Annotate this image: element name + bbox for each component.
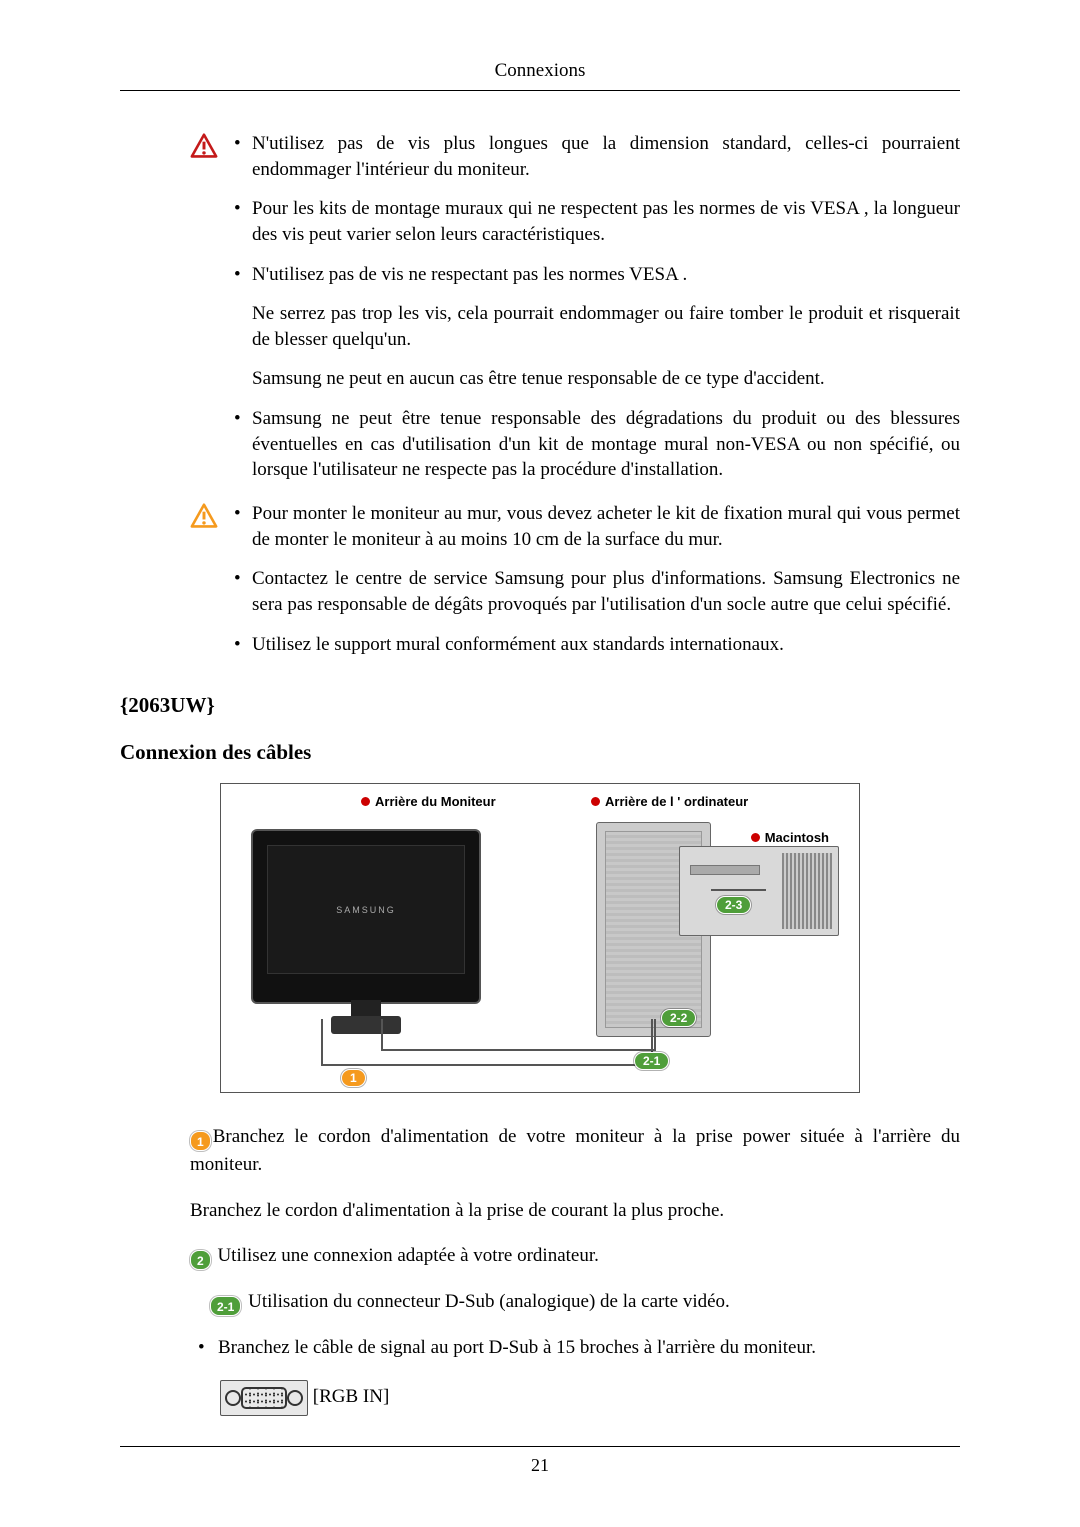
wire <box>321 1019 323 1064</box>
mac-graphic <box>679 846 839 936</box>
page-header-title: Connexions <box>120 60 960 90</box>
text: Contactez le centre de service Samsung p… <box>252 568 960 615</box>
diagram-badge-2-3: 2-3 <box>716 896 751 914</box>
header-rule <box>120 90 960 91</box>
diagram-badge-1: 1 <box>341 1069 366 1087</box>
warning-block-red: N'utilisez pas de vis plus longues que l… <box>190 131 960 497</box>
text: Utilisez le support mural conformément a… <box>252 634 784 655</box>
text: N'utilisez pas de vis ne respectant pas … <box>252 264 687 285</box>
list-item: Branchez le câble de signal au port D-Su… <box>190 1334 960 1362</box>
diagram-badge-2-1: 2-1 <box>634 1052 669 1070</box>
list-item: Utilisez le support mural conformément a… <box>228 632 960 658</box>
text: Arrière du Moniteur <box>375 794 496 809</box>
text: Utilisez une connexion adaptée à votre o… <box>217 1245 598 1266</box>
warning-icon <box>190 503 222 534</box>
list-item: Pour les kits de montage muraux qui ne r… <box>228 196 960 247</box>
port-label: [RGB IN] <box>313 1386 390 1407</box>
step-2-1: 2-1 Utilisation du connecteur D-Sub (ana… <box>210 1288 960 1316</box>
page-number: 21 <box>120 1455 960 1476</box>
warning-block-orange: Pour monter le moniteur au mur, vous dev… <box>190 501 960 671</box>
text: Samsung ne peut être tenue responsable d… <box>252 408 960 480</box>
dsub-pins <box>241 1387 287 1409</box>
red-dot-icon <box>361 797 370 806</box>
list-item: Pour monter le moniteur au mur, vous dev… <box>228 501 960 552</box>
list-item: N'utilisez pas de vis ne respectant pas … <box>228 262 960 393</box>
text: Branchez le cordon d'alimentation de vot… <box>190 1126 960 1175</box>
text: Pour monter le moniteur au mur, vous dev… <box>252 503 960 550</box>
model-heading: {2063UW} <box>120 693 960 718</box>
step-badge-1: 1 <box>190 1131 211 1151</box>
text: Arrière de l ' ordinateur <box>605 794 748 809</box>
wire <box>321 1064 651 1066</box>
signal-cable-bullet: Branchez le câble de signal au port D-Su… <box>190 1334 960 1362</box>
text: Macintosh <box>765 830 829 845</box>
wire <box>381 1049 656 1051</box>
wire <box>711 889 766 891</box>
list-item: N'utilisez pas de vis plus longues que l… <box>228 131 960 182</box>
step-badge-2: 2 <box>190 1250 211 1270</box>
diagram-canvas: Arrière du Moniteur Arrière de l ' ordin… <box>220 783 860 1093</box>
mac-slot <box>690 865 760 875</box>
dsub-port-icon <box>220 1380 308 1416</box>
diagram-label-monitor: Arrière du Moniteur <box>361 794 496 809</box>
footer-rule <box>120 1446 960 1447</box>
diagram-badge-2-2: 2-2 <box>661 1009 696 1027</box>
red-dot-icon <box>751 833 760 842</box>
warning-triangle-icon <box>190 503 218 529</box>
text: Utilisation du connecteur D-Sub (analogi… <box>248 1291 730 1312</box>
monitor-screen: SAMSUNG <box>267 845 465 974</box>
warning-red-list: N'utilisez pas de vis plus longues que l… <box>228 131 960 497</box>
red-dot-icon <box>591 797 600 806</box>
warning-orange-list: Pour monter le moniteur au mur, vous dev… <box>228 501 960 671</box>
port-illustration-row: [RGB IN] <box>190 1380 960 1416</box>
document-page: Connexions N'utilisez pas de vis plus lo… <box>0 0 1080 1516</box>
sub-paragraph: Samsung ne peut en aucun cas être tenue … <box>252 366 960 392</box>
monitor-stand <box>331 1016 401 1034</box>
list-item: Contactez le centre de service Samsung p… <box>228 566 960 617</box>
connection-diagram: Arrière du Moniteur Arrière de l ' ordin… <box>220 783 860 1093</box>
step-1: 1Branchez le cordon d'alimentation de vo… <box>190 1123 960 1179</box>
text: Branchez le câble de signal au port D-Su… <box>218 1337 816 1358</box>
step-1-after: Branchez le cordon d'alimentation à la p… <box>190 1197 960 1225</box>
monitor-brand-text: SAMSUNG <box>336 905 396 915</box>
diagram-label-mac: Macintosh <box>751 830 829 845</box>
wire <box>654 1019 656 1049</box>
step-badge-2-1: 2-1 <box>210 1296 241 1316</box>
step-2: 2 Utilisez une connexion adaptée à votre… <box>190 1242 960 1270</box>
warning-triangle-icon <box>190 133 218 159</box>
warning-icon <box>190 133 222 164</box>
list-item: Samsung ne peut être tenue responsable d… <box>228 406 960 483</box>
sub-paragraph: Ne serrez pas trop les vis, cela pourrai… <box>252 301 960 352</box>
text: Pour les kits de montage muraux qui ne r… <box>252 198 960 245</box>
monitor-graphic: SAMSUNG <box>251 829 481 1004</box>
text: N'utilisez pas de vis plus longues que l… <box>252 133 960 180</box>
section-heading: Connexion des câbles <box>120 740 960 765</box>
diagram-label-computer: Arrière de l ' ordinateur <box>591 794 748 809</box>
wire <box>381 1019 383 1049</box>
